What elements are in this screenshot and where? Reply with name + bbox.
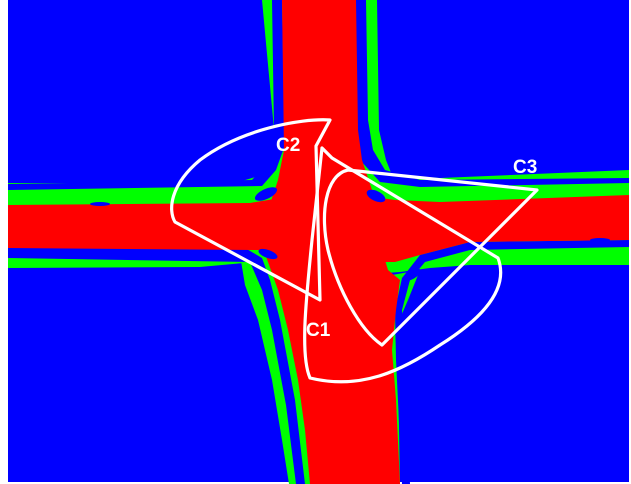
lane-notch-sw <box>258 248 278 260</box>
camera-label-c3: C3 <box>513 157 537 178</box>
camera-labels: C2 C1 C3 <box>276 135 537 341</box>
camera-c2-fov <box>170 118 332 302</box>
camera-label-c2: C2 <box>276 135 300 156</box>
camera-label-c1: C1 <box>306 320 331 341</box>
lane-notch-w <box>254 187 278 201</box>
lane-notch-se <box>403 268 421 282</box>
curb-gap-ne <box>354 0 629 187</box>
camera-c1-fov <box>303 146 503 384</box>
camera-fov-layer <box>170 118 539 384</box>
lane-notches <box>90 187 610 282</box>
lane-mark-e <box>590 238 610 242</box>
curb-gaps <box>8 0 629 484</box>
camera-c3-fov <box>322 168 539 347</box>
curb-gap-se <box>395 240 629 484</box>
lane-notch-e <box>366 189 386 203</box>
lane-mark-w <box>90 202 110 206</box>
